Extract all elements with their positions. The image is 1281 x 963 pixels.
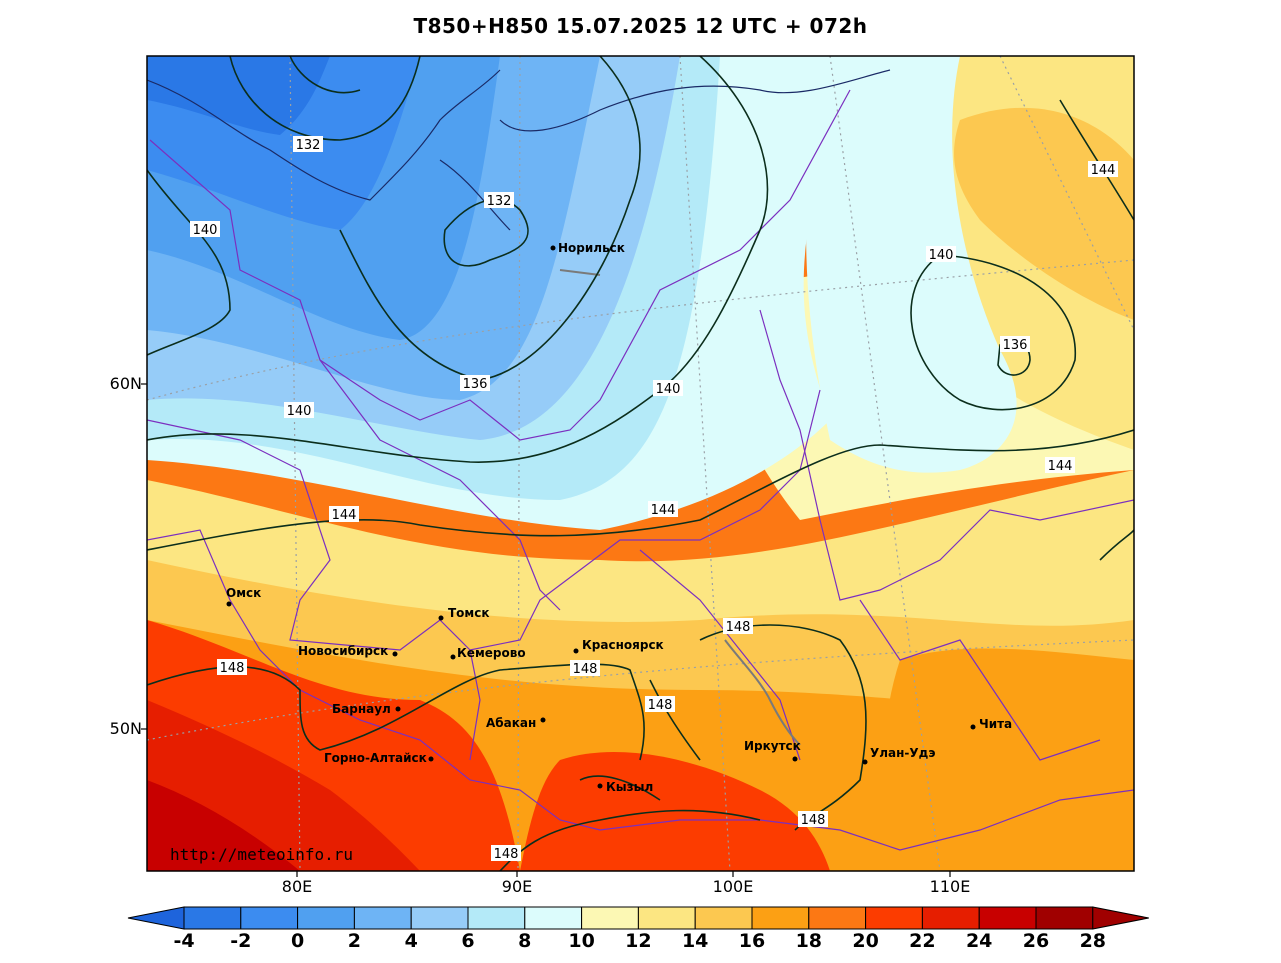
colorbar-tick-label: 6 xyxy=(461,930,475,952)
colorbar-tick-label: -4 xyxy=(173,930,195,952)
lon-label-100e: 100E xyxy=(712,877,754,896)
map-frame xyxy=(146,55,1135,872)
lon-label-110e: 110E xyxy=(929,877,971,896)
city-label: Чита xyxy=(979,717,1012,731)
city-label: Абакан xyxy=(486,716,536,730)
site-url: http://meteoinfo.ru xyxy=(170,845,354,864)
city-label: Кызыл xyxy=(606,780,653,794)
lon-label-80e: 80E xyxy=(281,877,313,896)
colorbar-tick-label: 20 xyxy=(852,930,879,952)
contour-label: 148 xyxy=(573,662,598,677)
lon-label-90e: 90E xyxy=(501,877,533,896)
contour-label: 148 xyxy=(494,847,519,862)
colorbar-tick-label: 22 xyxy=(909,930,936,952)
contour-label: 148 xyxy=(648,698,673,713)
contour-label: 140 xyxy=(656,382,681,397)
colorbar-tick-label: 2 xyxy=(347,930,361,952)
city-label: Новосибирск xyxy=(298,644,388,658)
colorbar-tick-label: -2 xyxy=(230,930,252,952)
contour-label: 140 xyxy=(287,404,312,419)
contour-label: 140 xyxy=(929,248,954,263)
city-label: Омск xyxy=(226,586,261,600)
colorbar-tick-label: 18 xyxy=(795,930,823,952)
coastline xyxy=(147,69,891,231)
city-label: Горно-Алтайск xyxy=(324,751,427,765)
colorbar-tick-label: 10 xyxy=(568,930,595,952)
contour-label: 140 xyxy=(193,223,218,238)
city-label: Красноярск xyxy=(582,638,664,652)
contour-label: 144 xyxy=(1091,163,1116,178)
colorbar-tick-label: 26 xyxy=(1022,930,1050,952)
contour-label: 148 xyxy=(220,661,245,676)
contour-label: 144 xyxy=(1048,459,1073,474)
contour-label: 148 xyxy=(801,813,826,828)
lat-label-60n: 60N xyxy=(109,374,142,393)
contour-label: 144 xyxy=(332,508,357,523)
colorbar-tick-label: 0 xyxy=(290,930,305,952)
contour-label: 136 xyxy=(463,377,488,392)
contour-label: 148 xyxy=(726,620,751,635)
city-label: Кемерово xyxy=(457,646,526,660)
city-label: Улан-Удэ xyxy=(870,746,935,760)
colorbar-tick-label: 12 xyxy=(625,930,652,952)
contour-label: 132 xyxy=(487,194,512,209)
lakes xyxy=(559,269,801,746)
axis-ticks xyxy=(141,383,951,877)
temperature-field xyxy=(147,56,1134,871)
city-label: Иркутск xyxy=(744,739,801,753)
colorbar-tick-label: 14 xyxy=(681,930,709,952)
contour-label: 136 xyxy=(1003,338,1028,353)
height-contours xyxy=(147,56,1134,871)
colorbar-tick-label: 28 xyxy=(1079,930,1107,952)
contour-label-group: 132 132 140 140 136 140 140 136 144 144 … xyxy=(190,136,1118,862)
city-label: Барнаул xyxy=(332,702,391,716)
contour-label: 144 xyxy=(651,503,676,518)
colorbar-tick-label: 4 xyxy=(404,930,418,952)
admin-borders xyxy=(147,89,1134,851)
cities: Норильск Омск Томск Новосибирск Кемерово… xyxy=(226,241,1012,794)
colorbar-tick-label: 8 xyxy=(518,930,532,952)
contour-label: 132 xyxy=(296,138,321,153)
city-label: Норильск xyxy=(558,241,625,255)
chart-title: T850+H850 15.07.2025 12 UTC + 072h xyxy=(413,14,868,38)
colorbar-tick-label: 24 xyxy=(965,930,993,952)
city-label: Томск xyxy=(448,606,490,620)
graticule xyxy=(147,56,1134,871)
colorbar-tick-label: 16 xyxy=(738,930,766,952)
lat-label-50n: 50N xyxy=(109,719,142,738)
